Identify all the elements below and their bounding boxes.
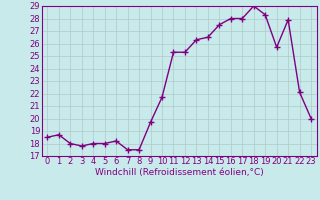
- X-axis label: Windchill (Refroidissement éolien,°C): Windchill (Refroidissement éolien,°C): [95, 168, 264, 177]
